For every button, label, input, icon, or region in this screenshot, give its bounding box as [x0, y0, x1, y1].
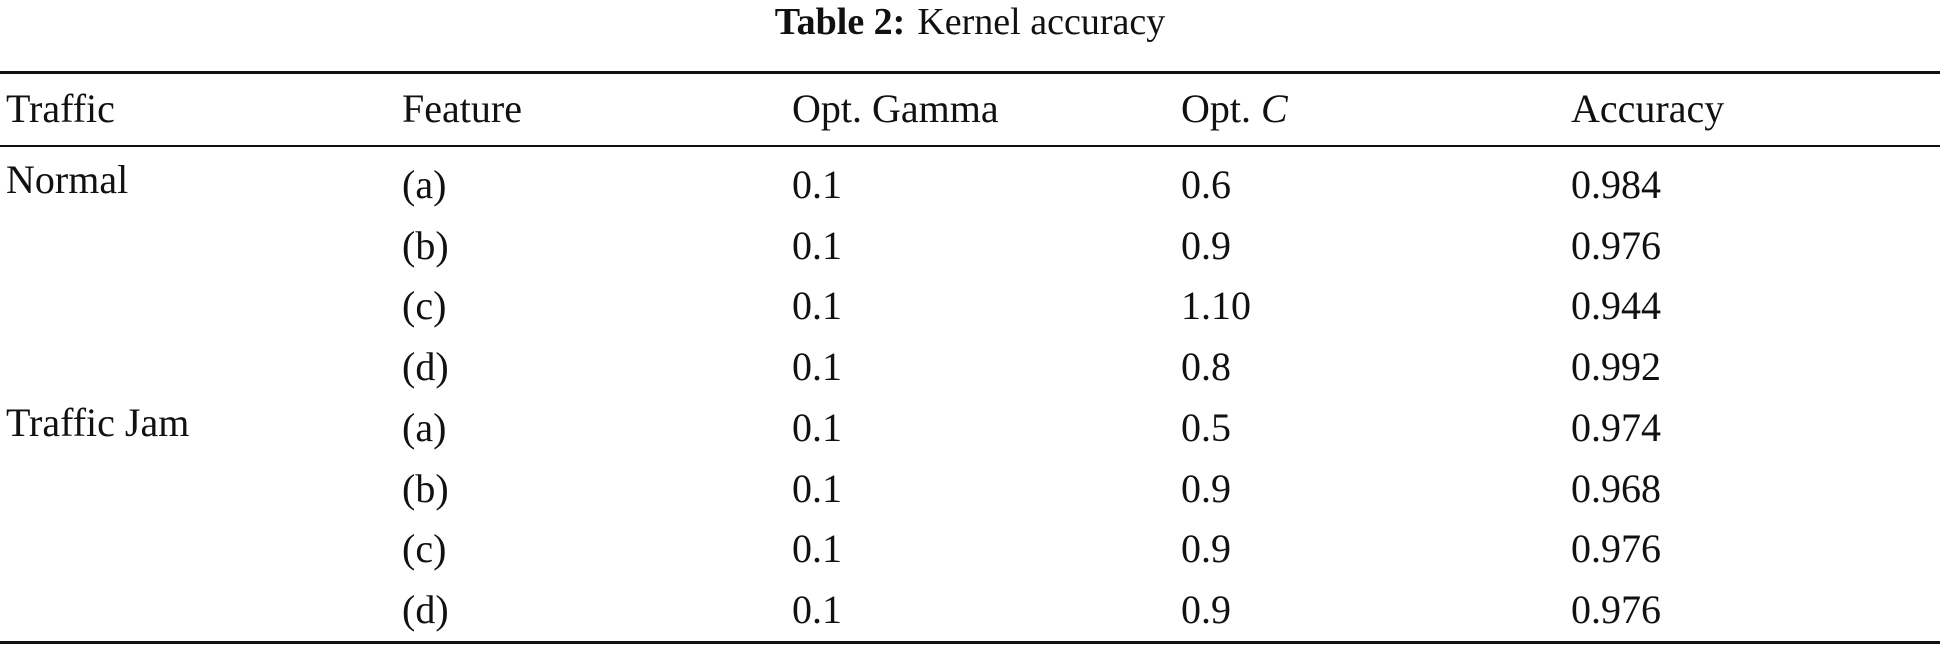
data-cell: 0.1 [792, 162, 842, 207]
header-cell: Opt. C [1181, 85, 1288, 133]
header-part: C [1261, 86, 1288, 131]
data-cell: 0.968 [1571, 465, 1661, 511]
data-cell: (c) [402, 283, 447, 329]
data-cell: 0.1 [792, 586, 842, 632]
data-cell: 0.944 [1571, 283, 1661, 329]
data-cell: (b) [402, 465, 449, 511]
data-cell: 1.10 [1181, 283, 1251, 329]
data-cell: 0.6 [1181, 162, 1231, 207]
data-cell: (c) [402, 526, 447, 572]
data-cell: 0.5 [1181, 404, 1231, 450]
top-rule [0, 71, 1940, 74]
header-cell: Opt. Gamma [792, 86, 999, 131]
data-cell: (d) [402, 344, 449, 390]
data-cell: 0.976 [1571, 586, 1661, 632]
data-cell: (a) [402, 404, 447, 450]
bottom-rule [0, 641, 1940, 644]
data-cell: 0.1 [792, 404, 842, 450]
data-cell: 0.976 [1571, 526, 1661, 572]
data-cell: 0.1 [792, 465, 842, 511]
data-cell: (b) [402, 222, 449, 268]
data-cell: 0.984 [1571, 162, 1661, 207]
data-cell: 0.992 [1571, 344, 1661, 390]
data-cell: 0.1 [792, 526, 842, 572]
data-cell: 0.1 [792, 283, 842, 329]
header-cell: Feature [402, 86, 522, 131]
caption: Table 2: Kernel accuracy [0, 0, 1940, 44]
header-cell: Accuracy [1571, 86, 1725, 131]
header-cell: Traffic [6, 86, 115, 131]
data-cell: 0.9 [1181, 465, 1231, 511]
data-cell: 0.1 [792, 344, 842, 390]
data-cell: 0.974 [1571, 404, 1661, 450]
data-cell: 0.9 [1181, 526, 1231, 572]
data-cell: 0.9 [1181, 222, 1231, 268]
traffic-cell: Traffic Jam [6, 399, 190, 445]
data-cell: (d) [402, 586, 449, 632]
data-cell: 0.8 [1181, 344, 1231, 390]
traffic-cell: Normal [6, 157, 129, 202]
caption-label: Table 2: [774, 1, 906, 43]
data-cell: 0.1 [792, 222, 842, 268]
data-cell: 0.976 [1571, 222, 1661, 268]
header-rule [0, 145, 1940, 147]
caption-title: Kernel accuracy [917, 1, 1166, 43]
data-cell: (a) [402, 162, 447, 207]
data-cell: 0.9 [1181, 586, 1231, 632]
header-part: Opt. [1181, 86, 1251, 131]
